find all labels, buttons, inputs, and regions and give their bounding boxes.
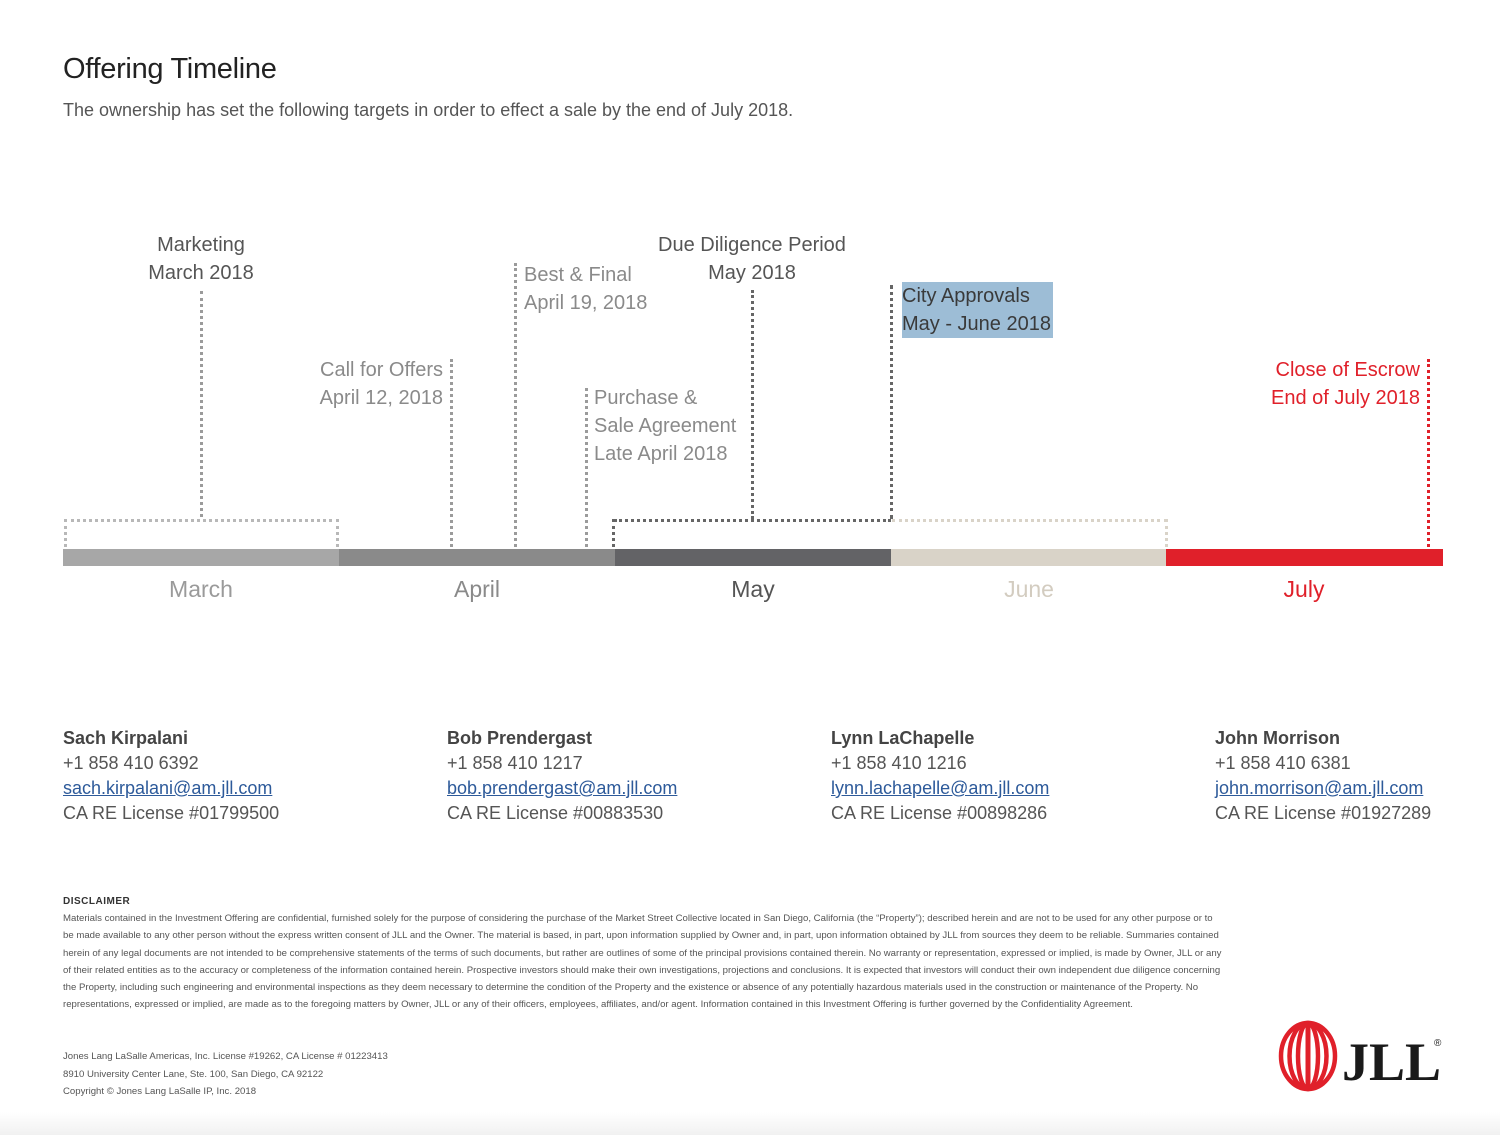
month-label-june: June <box>1004 576 1054 602</box>
company-license: Jones Lang LaSalle Americas, Inc. Licens… <box>63 1051 388 1062</box>
page-subtitle: The ownership has set the following targ… <box>63 100 794 120</box>
milestone-city-approvals-label: City Approvals May - June 2018 <box>902 282 1053 338</box>
contact-license: CA RE License #00898286 <box>831 803 1048 823</box>
timeline-segment-july <box>1166 549 1443 566</box>
marketing-connector <box>200 291 203 517</box>
milestone-purchase-sale-label: Purchase & Sale Agreement Late April 201… <box>594 387 737 465</box>
timeline-segment-april <box>339 549 615 566</box>
page-title: Offering Timeline <box>63 53 277 85</box>
milestone-marketing-label: Marketing March 2018 <box>148 234 254 284</box>
company-address: 8910 University Center Lane, Ste. 100, S… <box>63 1068 324 1080</box>
contact-name: Sach Kirpalani <box>63 728 189 748</box>
contact-email-link[interactable]: lynn.lachapelle@am.jll.com <box>831 778 1050 798</box>
contact-phone: +1 858 410 6381 <box>1215 753 1351 773</box>
city-approvals-bracket-right <box>1165 519 1168 547</box>
close-escrow-connector <box>1427 359 1430 547</box>
month-label-may: May <box>731 576 775 602</box>
contact-card: John Morrison +1 858 410 6381 john.morri… <box>1215 726 1485 826</box>
contact-phone: +1 858 410 1216 <box>831 753 967 773</box>
contact-name: John Morrison <box>1215 728 1340 748</box>
timeline-segment-june <box>891 549 1166 566</box>
month-label-april: April <box>453 576 500 602</box>
due-diligence-connector <box>751 290 754 519</box>
purchase-sale-connector <box>585 388 588 547</box>
page-bottom-shadow <box>0 1112 1500 1135</box>
disclaimer: DISCLAIMER Materials contained in the In… <box>63 893 1223 1013</box>
contact-card: Bob Prendergast +1 858 410 1217 bob.pren… <box>447 726 777 826</box>
milestone-close-escrow-label: Close of Escrow End of July 2018 <box>1271 359 1420 409</box>
month-label-july: July <box>1283 576 1325 602</box>
logo-registered-mark: ® <box>1434 1038 1442 1049</box>
contact-license: CA RE License #01799500 <box>63 803 280 823</box>
contact-name: Bob Prendergast <box>447 728 593 748</box>
contact-phone: +1 858 410 1217 <box>447 753 583 773</box>
month-label-march: March <box>169 576 233 602</box>
timeline-segment-may <box>615 549 891 566</box>
jll-logo-mark-icon: JLL ® <box>1278 1020 1442 1092</box>
city-approvals-connector <box>890 285 893 519</box>
disclaimer-text: Materials contained in the Investment Of… <box>63 913 1222 1011</box>
company-info: Jones Lang LaSalle Americas, Inc. Licens… <box>63 1048 388 1101</box>
contact-email-link[interactable]: john.morrison@am.jll.com <box>1215 778 1424 798</box>
company-copyright: Copyright © Jones Lang LaSalle IP, Inc. … <box>63 1086 257 1097</box>
contact-card: Lynn LaChapelle +1 858 410 1216 lynn.lac… <box>831 726 1161 826</box>
milestone-call-for-offers-label: Call for Offers April 12, 2018 <box>319 359 443 409</box>
timeline-segment-march <box>63 549 339 566</box>
jll-logo: JLL ® <box>1278 1020 1448 1092</box>
marketing-bracket-left <box>64 519 67 547</box>
contact-license: CA RE License #01927289 <box>1215 803 1432 823</box>
marketing-span-bracket <box>64 519 339 522</box>
contact-phone: +1 858 410 6392 <box>63 753 199 773</box>
logo-wordmark: JLL <box>1342 1032 1441 1092</box>
best-final-connector <box>514 263 517 547</box>
contact-card: Sach Kirpalani +1 858 410 6392 sach.kirp… <box>63 726 393 826</box>
disclaimer-title: DISCLAIMER <box>63 896 131 907</box>
milestone-due-diligence-label: Due Diligence Period May 2018 <box>658 234 846 284</box>
call-for-offers-connector <box>450 359 453 547</box>
contact-license: CA RE License #00883530 <box>447 803 664 823</box>
contact-name: Lynn LaChapelle <box>831 728 975 748</box>
due-diligence-bracket-left <box>612 519 615 547</box>
city-approvals-span-bracket <box>892 519 1167 522</box>
due-diligence-span-bracket <box>614 519 891 522</box>
contact-email-link[interactable]: bob.prendergast@am.jll.com <box>447 778 678 798</box>
milestone-best-final-label: Best & Final April 19, 2018 <box>524 264 648 314</box>
marketing-bracket-right <box>336 519 339 547</box>
contact-email-link[interactable]: sach.kirpalani@am.jll.com <box>63 778 273 798</box>
